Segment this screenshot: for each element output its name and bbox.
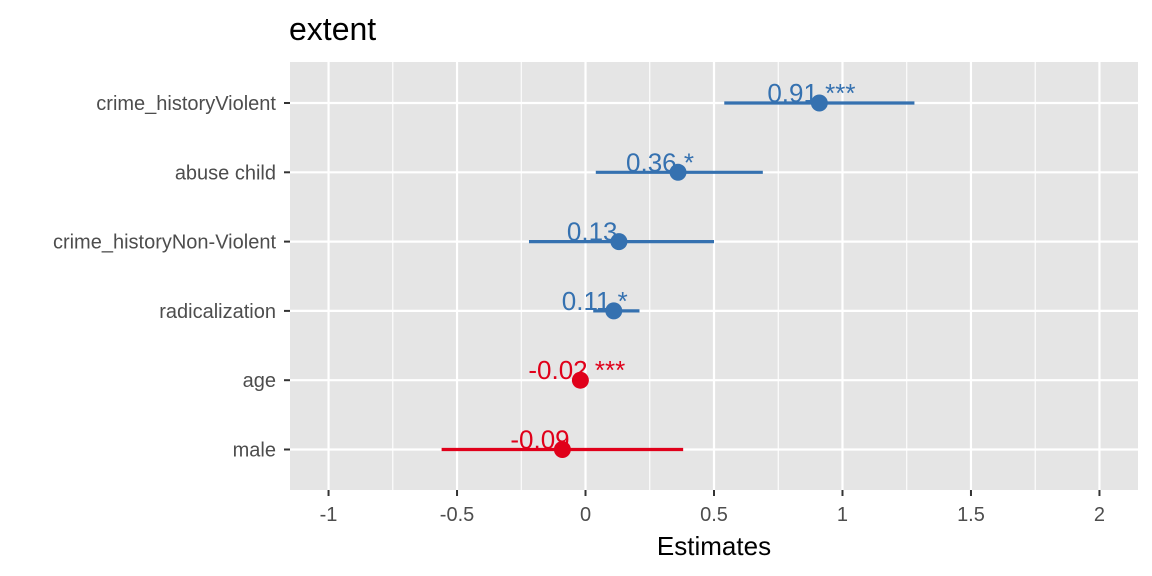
estimate-marks: 0.91 *** 0.36 * 0.13 0.11 * -0.02 *** -0.09 bbox=[441, 78, 915, 458]
x-axis-labels: -1 -0.5 0 0.5 1 1.5 2 bbox=[320, 504, 1105, 526]
x-axis-ticks bbox=[327, 490, 1101, 496]
value-label: -0.02 *** bbox=[528, 355, 625, 385]
x-tick-label: -0.5 bbox=[440, 504, 474, 526]
y-axis-ticks bbox=[284, 102, 290, 451]
y-tick-label: crime_historyViolent bbox=[96, 93, 276, 115]
value-label: -0.09 bbox=[510, 425, 569, 455]
value-label: 0.13 bbox=[567, 217, 618, 247]
chart-title: extent bbox=[289, 11, 376, 47]
estimate-point bbox=[553, 441, 571, 458]
x-tick-label: 1.5 bbox=[957, 504, 985, 526]
y-tick-label: male bbox=[233, 440, 276, 462]
estimate-point bbox=[571, 371, 589, 389]
estimate-point bbox=[610, 233, 628, 251]
estimate-point bbox=[810, 94, 828, 112]
estimate-point bbox=[605, 302, 623, 320]
y-tick-label: radicalization bbox=[159, 301, 276, 323]
minor-gridlines bbox=[392, 62, 1036, 490]
x-tick-label: 0.5 bbox=[700, 504, 728, 526]
y-tick-label: abuse child bbox=[175, 162, 276, 184]
estimate-point bbox=[669, 163, 687, 181]
x-tick-label: 1 bbox=[837, 504, 848, 526]
y-tick-label: crime_historyNon-Violent bbox=[53, 232, 277, 254]
value-label: 0.36 * bbox=[626, 147, 694, 177]
x-tick-label: 2 bbox=[1094, 504, 1105, 526]
x-tick-label: -1 bbox=[320, 504, 338, 526]
value-label: 0.11 * bbox=[562, 286, 628, 316]
y-tick-label: age bbox=[243, 370, 276, 392]
value-label: 0.91 *** bbox=[767, 78, 855, 108]
x-axis-title: Estimates bbox=[657, 531, 771, 561]
x-tick-label: 0 bbox=[580, 504, 591, 526]
